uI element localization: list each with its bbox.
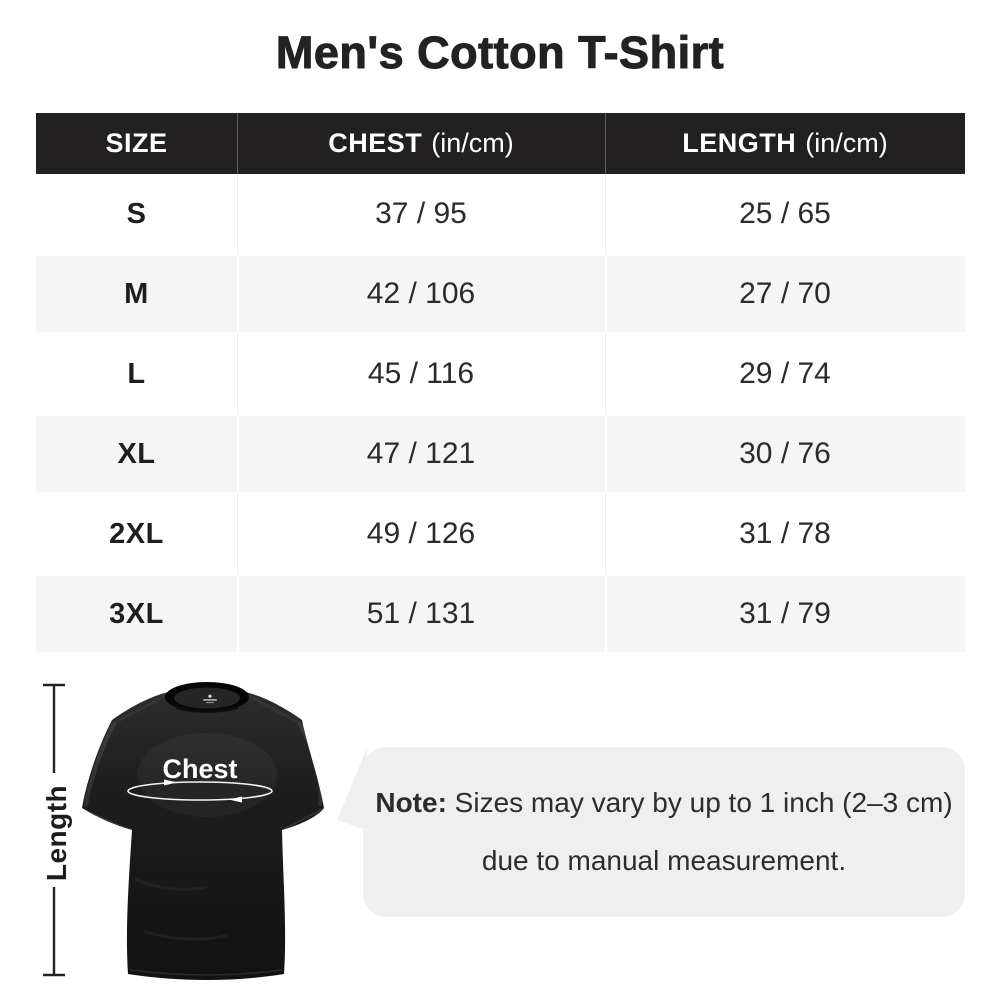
header-length: LENGTH (in/cm) (605, 113, 965, 174)
collar-brand-label (203, 694, 217, 704)
length-cell: 31 / 79 (605, 574, 965, 654)
tshirt-image: Chest (82, 682, 324, 980)
length-cell: 27 / 70 (605, 254, 965, 334)
table-row: 3XL 51 / 131 31 / 79 (36, 574, 965, 654)
size-cell: L (127, 357, 146, 390)
table-row: M 42 / 106 27 / 70 (36, 254, 965, 334)
chest-cell: 37 / 95 (237, 174, 605, 254)
table-row: L 45 / 116 29 / 74 (36, 334, 965, 414)
header-length-unit: (in/cm) (805, 128, 888, 158)
header-chest-label: CHEST (328, 128, 423, 158)
note-line-2: due to manual measurement. (481, 844, 847, 876)
arrow-left-icon (229, 796, 242, 803)
header-chest-unit: (in/cm) (431, 128, 514, 158)
length-cell: 31 / 78 (605, 494, 965, 574)
length-cell: 30 / 76 (605, 414, 965, 494)
table-header-row: SIZE CHEST (in/cm) LENGTH (in/cm) (36, 113, 965, 174)
note-prefix: Note: (375, 786, 447, 818)
header-length-label: LENGTH (682, 128, 797, 158)
length-cell: 29 / 74 (605, 334, 965, 414)
page-title: Men's Cotton T-Shirt (275, 27, 725, 79)
header-size: SIZE (105, 128, 168, 158)
note-text: Sizes may vary by up to 1 inch (2–3 cm) (454, 786, 953, 818)
arrow-right-icon (164, 779, 177, 786)
size-table: SIZE CHEST (in/cm) LENGTH (in/cm) S 37 /… (36, 113, 965, 654)
chest-cell: 49 / 126 (237, 494, 605, 574)
chest-cell: 51 / 131 (237, 574, 605, 654)
size-cell: S (126, 197, 147, 230)
tshirt-body (82, 692, 324, 980)
note-line-1: Note: Sizes may vary by up to 1 inch (2–… (375, 786, 953, 819)
size-cell: 2XL (109, 517, 164, 550)
size-cell: M (124, 277, 149, 310)
note-bubble-tail (337, 748, 367, 830)
chest-label: Chest (162, 754, 237, 784)
chest-cell: 45 / 116 (237, 334, 605, 414)
chest-cell: 42 / 106 (237, 254, 605, 334)
header-chest: CHEST (in/cm) (237, 113, 605, 174)
table-row: S 37 / 95 25 / 65 (36, 174, 965, 254)
note-bubble: Note: Sizes may vary by up to 1 inch (2–… (363, 747, 965, 917)
size-cell: 3XL (109, 597, 164, 630)
length-label: Length (41, 784, 72, 882)
table-row: XL 47 / 121 30 / 76 (36, 414, 965, 494)
length-measure-line (43, 683, 65, 977)
length-cell: 25 / 65 (605, 174, 965, 254)
size-cell: XL (117, 437, 156, 470)
chest-cell: 47 / 121 (237, 414, 605, 494)
table-row: 2XL 49 / 126 31 / 78 (36, 494, 965, 574)
chest-measure-ellipse (127, 781, 273, 801)
